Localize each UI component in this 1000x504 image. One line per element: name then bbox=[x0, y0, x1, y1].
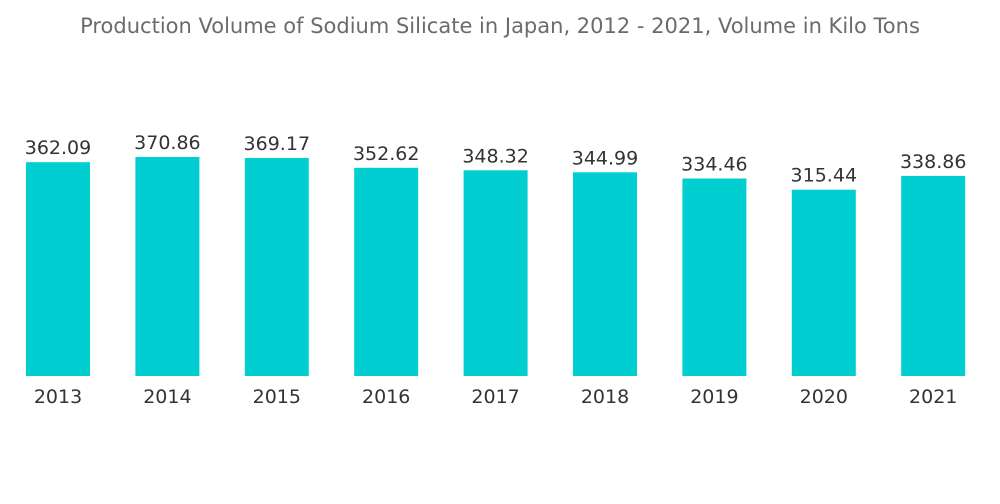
value-label-2014: 370.86 bbox=[134, 132, 200, 154]
value-label-2016: 352.62 bbox=[353, 143, 419, 165]
bar-2021 bbox=[901, 175, 966, 376]
value-label-2013: 362.09 bbox=[25, 137, 91, 159]
x-tick-label-2015: 2015 bbox=[253, 386, 301, 408]
value-label-2015: 369.17 bbox=[244, 133, 310, 155]
x-tick-label-2021: 2021 bbox=[909, 386, 957, 408]
bar-2020 bbox=[791, 189, 856, 376]
bar-2014 bbox=[135, 157, 200, 376]
x-tick-label-2017: 2017 bbox=[471, 386, 519, 408]
value-label-2020: 315.44 bbox=[791, 165, 857, 187]
bar-2019 bbox=[682, 178, 747, 376]
x-tick-label-2020: 2020 bbox=[800, 386, 848, 408]
bar-2013 bbox=[26, 162, 90, 376]
bar-2017 bbox=[463, 170, 528, 376]
x-tick-label-2019: 2019 bbox=[690, 386, 738, 408]
x-tick-label-2018: 2018 bbox=[581, 386, 629, 408]
x-tick-labels-group: 2013 2014 2015 2016 2017 2018 2019 2020 2021 bbox=[34, 386, 958, 408]
x-tick-label-2016: 2016 bbox=[362, 386, 410, 408]
bars-group bbox=[26, 157, 966, 376]
value-label-2018: 344.99 bbox=[572, 147, 638, 169]
bar-2018 bbox=[573, 172, 637, 376]
value-label-2021: 338.86 bbox=[900, 151, 966, 173]
value-labels-group: 362.09 370.86 369.17 352.62 348.32 344.99 334.… bbox=[25, 132, 967, 187]
x-tick-label-2014: 2014 bbox=[143, 386, 191, 408]
bar-2016 bbox=[354, 167, 419, 376]
value-label-2017: 348.32 bbox=[462, 145, 528, 167]
value-label-2019: 334.46 bbox=[681, 154, 747, 176]
x-tick-label-2013: 2013 bbox=[34, 386, 82, 408]
chart-title: Production Volume of Sodium Silicate in … bbox=[80, 14, 920, 38]
bar-2015 bbox=[244, 158, 309, 376]
